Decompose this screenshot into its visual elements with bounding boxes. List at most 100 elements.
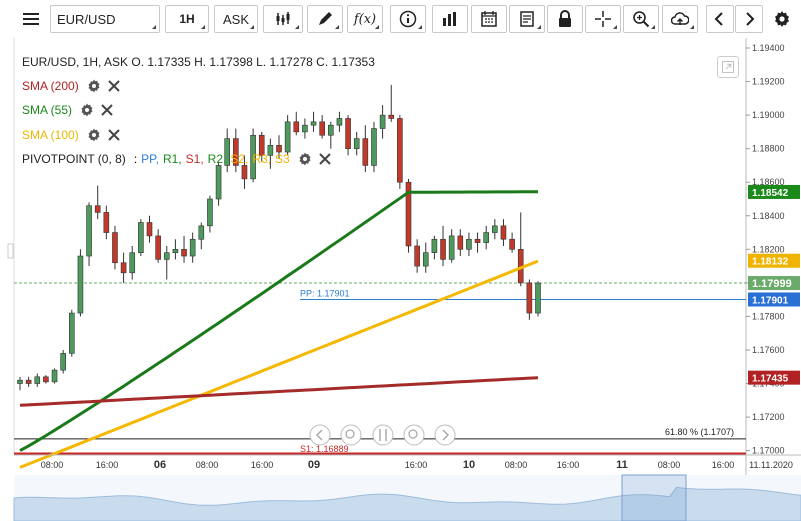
close-icon[interactable] <box>100 103 114 117</box>
navigator-area <box>13 486 801 521</box>
navigator-window[interactable] <box>621 474 687 521</box>
x-tick-label: 16:00 <box>96 460 119 470</box>
close-icon[interactable] <box>107 128 121 142</box>
indicator-label: SMA (55) <box>22 103 73 117</box>
candle <box>69 312 75 354</box>
gear-icon[interactable] <box>80 103 94 117</box>
candle <box>293 121 300 133</box>
s1-label: S1: 1.16889 <box>300 444 349 454</box>
pivot-item: S3 <box>275 152 290 166</box>
menu-icon[interactable] <box>14 5 48 33</box>
candles-icon <box>276 12 290 25</box>
price-label-box <box>748 292 800 307</box>
candle <box>405 181 412 247</box>
y-tick-label: 1.18800 <box>752 144 785 154</box>
price-label: 1.17901 <box>752 295 789 306</box>
price-label: 1.17999 <box>752 278 792 290</box>
candle <box>25 379 32 384</box>
candle <box>500 225 507 240</box>
x-tick-label: 08:00 <box>658 460 681 470</box>
fx-icon: f(x) <box>353 11 377 27</box>
y-tick-label: 1.18400 <box>752 211 785 221</box>
scroll-right-button[interactable] <box>735 5 763 33</box>
price-chart[interactable]: 1.19400 1.19200 1.19000 1.18800 1.18600 1.184… <box>0 38 801 521</box>
zoom-button[interactable] <box>623 5 659 33</box>
symbol-select[interactable]: EUR/USD <box>50 5 160 33</box>
candle <box>17 379 23 384</box>
candle <box>198 225 205 240</box>
candle <box>509 238 515 250</box>
indicators-button[interactable]: f(x) <box>347 5 383 33</box>
pivot-item: PP, <box>141 152 159 166</box>
gear-icon[interactable] <box>87 128 101 142</box>
y-tick-label: 1.18600 <box>752 177 785 187</box>
chart-area[interactable]: 1.19400 1.19200 1.19000 1.18800 1.18600 1.184… <box>0 38 801 521</box>
drawing-tool-button[interactable] <box>307 5 343 33</box>
chevron-left-glyph <box>315 429 323 441</box>
expand-icon <box>722 61 734 73</box>
volume-button[interactable] <box>432 5 468 33</box>
candle <box>422 252 429 267</box>
chevron-left-icon[interactable] <box>309 424 331 446</box>
pivot-separator: : <box>133 152 138 166</box>
close-icon[interactable] <box>107 79 121 93</box>
candle <box>483 232 490 243</box>
calendar-button[interactable] <box>471 5 507 33</box>
candle <box>112 232 118 264</box>
x-tick-label: 08:00 <box>41 460 64 470</box>
pivot-item: S1, <box>185 152 204 166</box>
gear-icon[interactable] <box>298 152 312 166</box>
candle <box>466 238 472 250</box>
y-tick-label: 1.18200 <box>752 244 785 254</box>
pause-icon[interactable] <box>372 424 394 446</box>
template-button[interactable] <box>509 5 545 33</box>
candle <box>86 205 92 257</box>
zoom-in-glyph <box>408 429 418 439</box>
candle <box>60 353 66 371</box>
candle <box>103 212 110 233</box>
indicator-sma100: SMA (100) <box>22 127 127 143</box>
candle <box>207 198 213 227</box>
timeframe-select[interactable]: 1H <box>165 5 209 33</box>
pivot-item: R1, <box>162 152 182 166</box>
zoom-out-icon[interactable] <box>340 424 362 446</box>
candle <box>94 205 101 213</box>
lock-button[interactable] <box>547 5 583 33</box>
pen-icon <box>319 12 332 25</box>
candle <box>250 134 256 180</box>
price-label-box <box>748 253 800 268</box>
candle <box>276 145 282 153</box>
price-type-select[interactable]: ASK <box>214 5 258 33</box>
scroll-left-button[interactable] <box>706 5 734 33</box>
candle <box>43 376 49 383</box>
expand-button[interactable] <box>717 56 739 78</box>
candle <box>34 376 41 384</box>
info-button[interactable] <box>390 5 426 33</box>
settings-button[interactable] <box>767 5 797 33</box>
resize-handle[interactable] <box>7 243 14 259</box>
crosshair-button[interactable] <box>585 5 621 33</box>
chart-type-button[interactable] <box>263 5 303 33</box>
chevron-left-icon <box>714 12 723 26</box>
caret-icon <box>152 25 156 29</box>
candle <box>224 138 230 166</box>
chevron-right-icon <box>746 12 755 26</box>
cloud-upload-button[interactable] <box>662 5 698 33</box>
candle <box>526 282 533 314</box>
symbol-label: EUR/USD <box>57 11 116 27</box>
caret-icon <box>690 25 694 29</box>
cloud-upload-icon <box>671 12 689 25</box>
candle <box>440 238 446 260</box>
candle <box>379 114 386 129</box>
zoom-in-icon[interactable] <box>403 424 425 446</box>
close-icon[interactable] <box>318 152 332 166</box>
gear-icon[interactable] <box>87 79 101 93</box>
candle <box>336 118 343 126</box>
pp-label: PP: 1.17901 <box>300 288 350 298</box>
chevron-right-icon[interactable] <box>434 424 456 446</box>
y-tick-label: 1.17000 <box>752 446 785 456</box>
x-tick-label: 08:00 <box>196 460 219 470</box>
pivot-items: PP, R1, S1, R2, S2, R3, S3 <box>141 152 294 166</box>
x-tick-label: 16:00 <box>251 460 274 470</box>
